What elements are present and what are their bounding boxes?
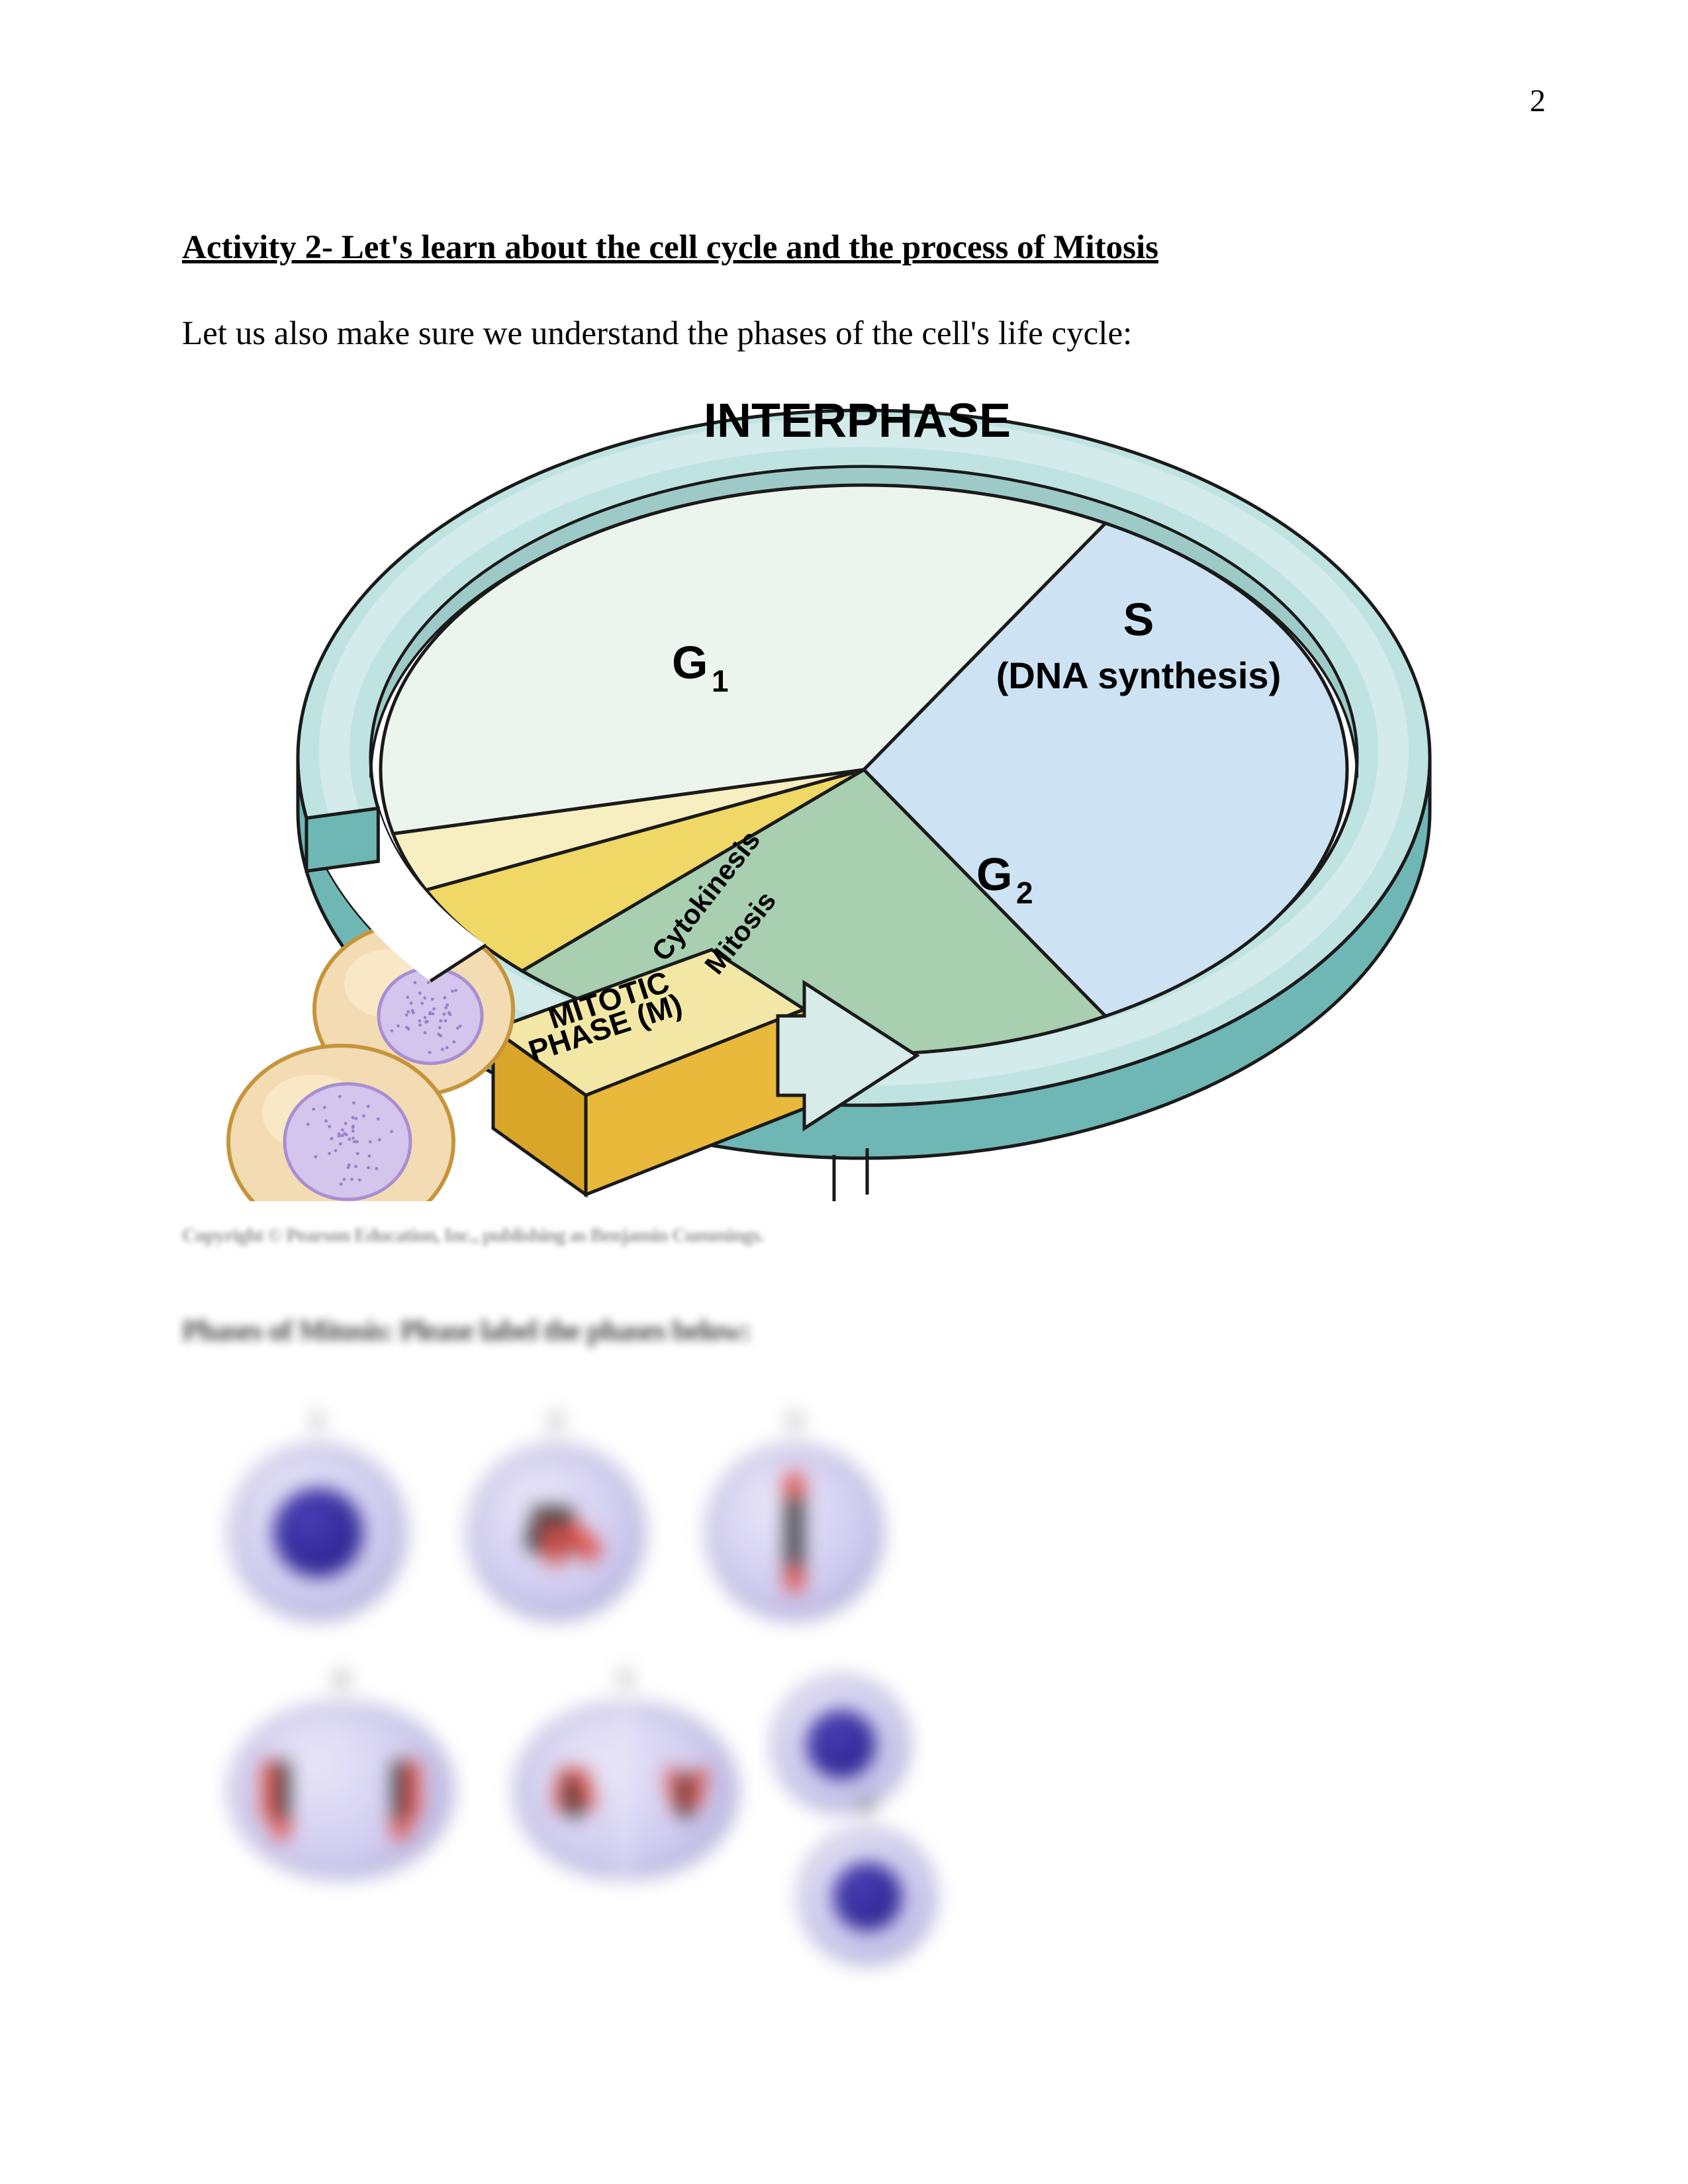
svg-text:S: S (1123, 594, 1154, 645)
activity-heading: Activity 2- Let's learn about the cell c… (182, 228, 1158, 267)
cell-cycle-diagram: INTERPHASEG1S(DNA synthesis)G2Cytokinesi… (182, 367, 1539, 1201)
svg-text:G: G (672, 637, 708, 688)
svg-text:G: G (976, 848, 1012, 900)
svg-text:INTERPHASE: INTERPHASE (704, 394, 1011, 447)
svg-text:2: 2 (1016, 876, 1033, 910)
mitosis-phases-heading: Phases of Mitosis: Please label the phas… (182, 1314, 751, 1347)
mitosis-phase-cells: 123456 (182, 1390, 976, 1933)
page-number: 2 (1530, 83, 1546, 119)
svg-text:(DNA synthesis): (DNA synthesis) (996, 655, 1281, 696)
copyright-text: Copyright © Pearson Education, Inc., pub… (182, 1224, 764, 1247)
intro-text: Let us also make sure we understand the … (182, 314, 1132, 353)
svg-text:1: 1 (712, 664, 729, 698)
